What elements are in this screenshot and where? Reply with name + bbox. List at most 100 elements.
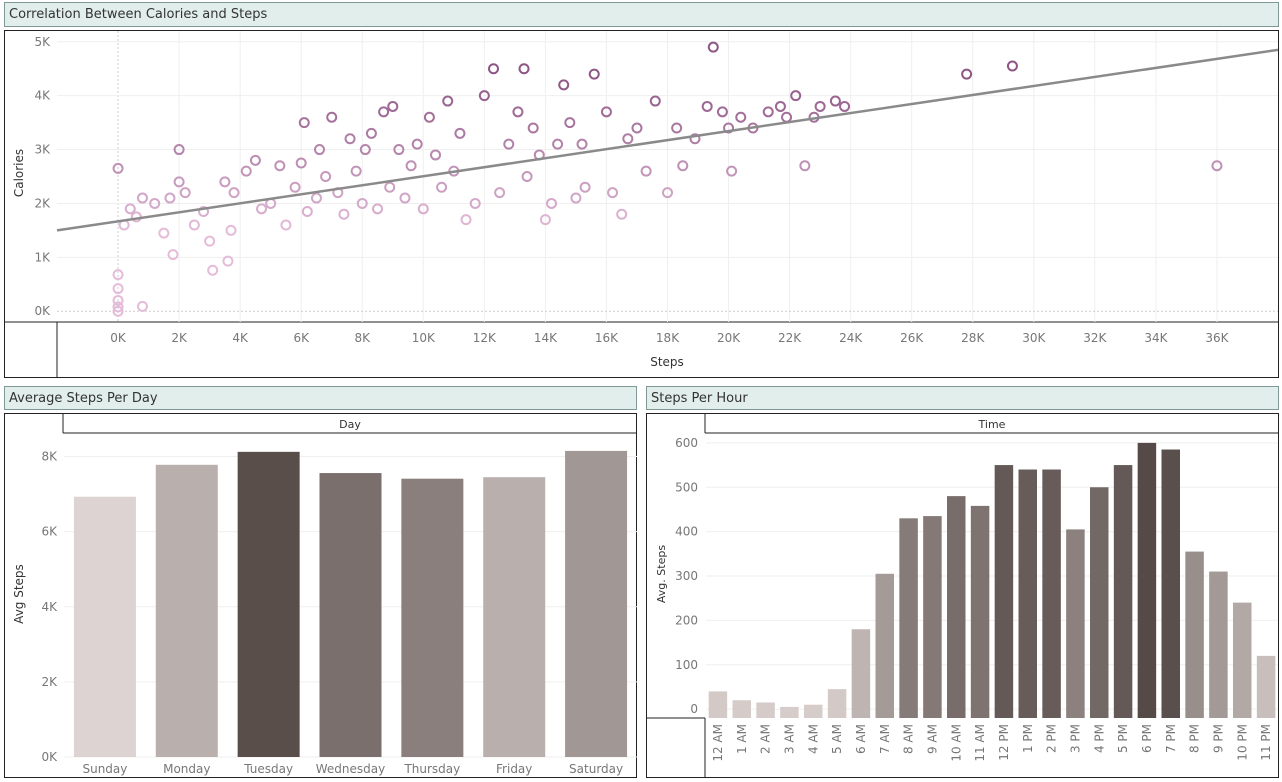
scatter-point xyxy=(179,187,191,199)
scatter-point xyxy=(512,106,524,118)
hourly-bar xyxy=(1137,442,1157,718)
scatter-point xyxy=(423,111,435,123)
daily-x-tick: Wednesday xyxy=(316,762,385,776)
scatter-point xyxy=(539,214,551,226)
scatter-y-tick: 5K xyxy=(34,35,51,49)
hourly-x-tick: 3 AM xyxy=(782,724,796,754)
hourly-bar xyxy=(994,465,1014,718)
scatter-point xyxy=(799,160,811,172)
scatter-point xyxy=(249,154,261,166)
daily-x-tick: Friday xyxy=(496,762,532,776)
hourly-x-tick: 8 AM xyxy=(902,724,916,754)
scatter-point xyxy=(961,68,973,80)
hourly-x-tick: 2 AM xyxy=(759,724,773,754)
hourly-bar xyxy=(1185,551,1204,718)
scatter-point xyxy=(158,227,170,239)
hourly-bar xyxy=(827,689,847,718)
hourly-bar xyxy=(899,518,918,718)
scatter-x-tick: 4K xyxy=(232,331,249,345)
scatter-point xyxy=(430,149,442,161)
daily-bar xyxy=(401,478,464,757)
daily-y-tick: 0K xyxy=(41,750,58,764)
scatter-x-tick: 26K xyxy=(900,331,924,345)
scatter-point xyxy=(338,208,350,220)
scatter-point xyxy=(164,192,176,204)
daily-y-tick: 2K xyxy=(41,675,58,689)
hourly-x-tick: 5 AM xyxy=(830,724,844,754)
daily-chart: Day Avg Steps 0K 2K 4K 6K 8K Sunday Monday Tues… xyxy=(12,414,637,776)
scatter-point xyxy=(289,181,301,193)
scatter-point xyxy=(350,165,362,177)
daily-title-bar: Average Steps Per Day xyxy=(4,386,637,410)
scatter-point xyxy=(222,255,234,267)
scatter-point xyxy=(387,100,399,112)
scatter-point xyxy=(494,187,506,199)
daily-y-tick: 8K xyxy=(41,450,58,464)
hourly-bar xyxy=(804,704,823,718)
scatter-point xyxy=(701,100,713,112)
scatter-point xyxy=(442,95,454,107)
scatter-point xyxy=(558,79,570,91)
scatter-y-tick: 2K xyxy=(34,196,51,210)
scatter-y-tick: 1K xyxy=(34,250,51,264)
daily-y-tick: 4K xyxy=(41,600,58,614)
hourly-bar xyxy=(1233,602,1252,718)
scatter-point xyxy=(378,106,390,118)
hourly-x-tick: 6 PM xyxy=(1140,724,1154,753)
scatter-x-tick: 28K xyxy=(961,331,985,345)
hourly-bar xyxy=(708,691,728,718)
scatter-point xyxy=(622,133,634,145)
hourly-bar xyxy=(1209,571,1228,718)
hourly-x-tick: 3 PM xyxy=(1068,724,1082,753)
scatter-point xyxy=(112,294,124,306)
scatter-point xyxy=(417,203,429,215)
scatter-x-tick: 16K xyxy=(595,331,619,345)
daily-bar xyxy=(319,473,382,757)
hourly-bar xyxy=(970,505,990,718)
scatter-chart: Calories Steps 0K 2K 4K 6K 8K 10K 12K 14K 16K 18K… xyxy=(5,31,1279,377)
daily-x-tick: Tuesday xyxy=(243,762,293,776)
scatter-y-tick: 4K xyxy=(34,89,51,103)
scatter-x-tick: 2K xyxy=(171,331,188,345)
scatter-title-bar: Correlation Between Calories and Steps xyxy=(4,2,1279,27)
scatter-point xyxy=(188,219,200,231)
hourly-y-tick: 300 xyxy=(675,569,698,583)
hourly-y-tick: 0 xyxy=(690,702,698,716)
scatter-point xyxy=(677,160,689,172)
scatter-point xyxy=(411,138,423,150)
scatter-x-tick: 32K xyxy=(1083,331,1107,345)
daily-x-tick: Thursday xyxy=(403,762,460,776)
scatter-point xyxy=(521,171,533,182)
hourly-y-tick: 400 xyxy=(675,525,698,539)
scatter-point xyxy=(689,133,701,145)
scatter-point xyxy=(365,127,377,139)
scatter-x-tick: 22K xyxy=(778,331,802,345)
hourly-x-tick: 9 PM xyxy=(1211,724,1225,753)
scatter-point xyxy=(167,249,179,261)
scatter-point xyxy=(295,157,307,169)
scatter-x-tick: 10K xyxy=(412,331,436,345)
scatter-point xyxy=(588,68,600,80)
hourly-bar xyxy=(1113,465,1133,718)
daily-ylabel: Avg Steps xyxy=(12,564,26,624)
daily-header: Day xyxy=(339,418,361,431)
scatter-x-tick: 20K xyxy=(717,331,741,345)
scatter-x-tick: 18K xyxy=(656,331,680,345)
scatter-point xyxy=(112,305,124,317)
scatter-point xyxy=(460,214,472,226)
scatter-point xyxy=(600,106,612,118)
scatter-point xyxy=(298,117,310,129)
hourly-bar xyxy=(780,706,799,718)
scatter-point xyxy=(173,144,185,156)
scatter-x-tick: 12K xyxy=(473,331,497,345)
hourly-x-tick: 1 PM xyxy=(1021,724,1035,753)
scatter-point xyxy=(552,138,564,150)
scatter-title: Correlation Between Calories and Steps xyxy=(9,7,268,22)
hourly-x-tick: 4 AM xyxy=(806,724,820,754)
daily-x-tick: Sunday xyxy=(82,762,127,776)
scatter-point xyxy=(204,235,216,247)
scatter-point xyxy=(488,63,500,75)
scatter-point xyxy=(356,197,368,209)
scatter-point xyxy=(576,138,588,150)
scatter-point xyxy=(829,95,841,107)
